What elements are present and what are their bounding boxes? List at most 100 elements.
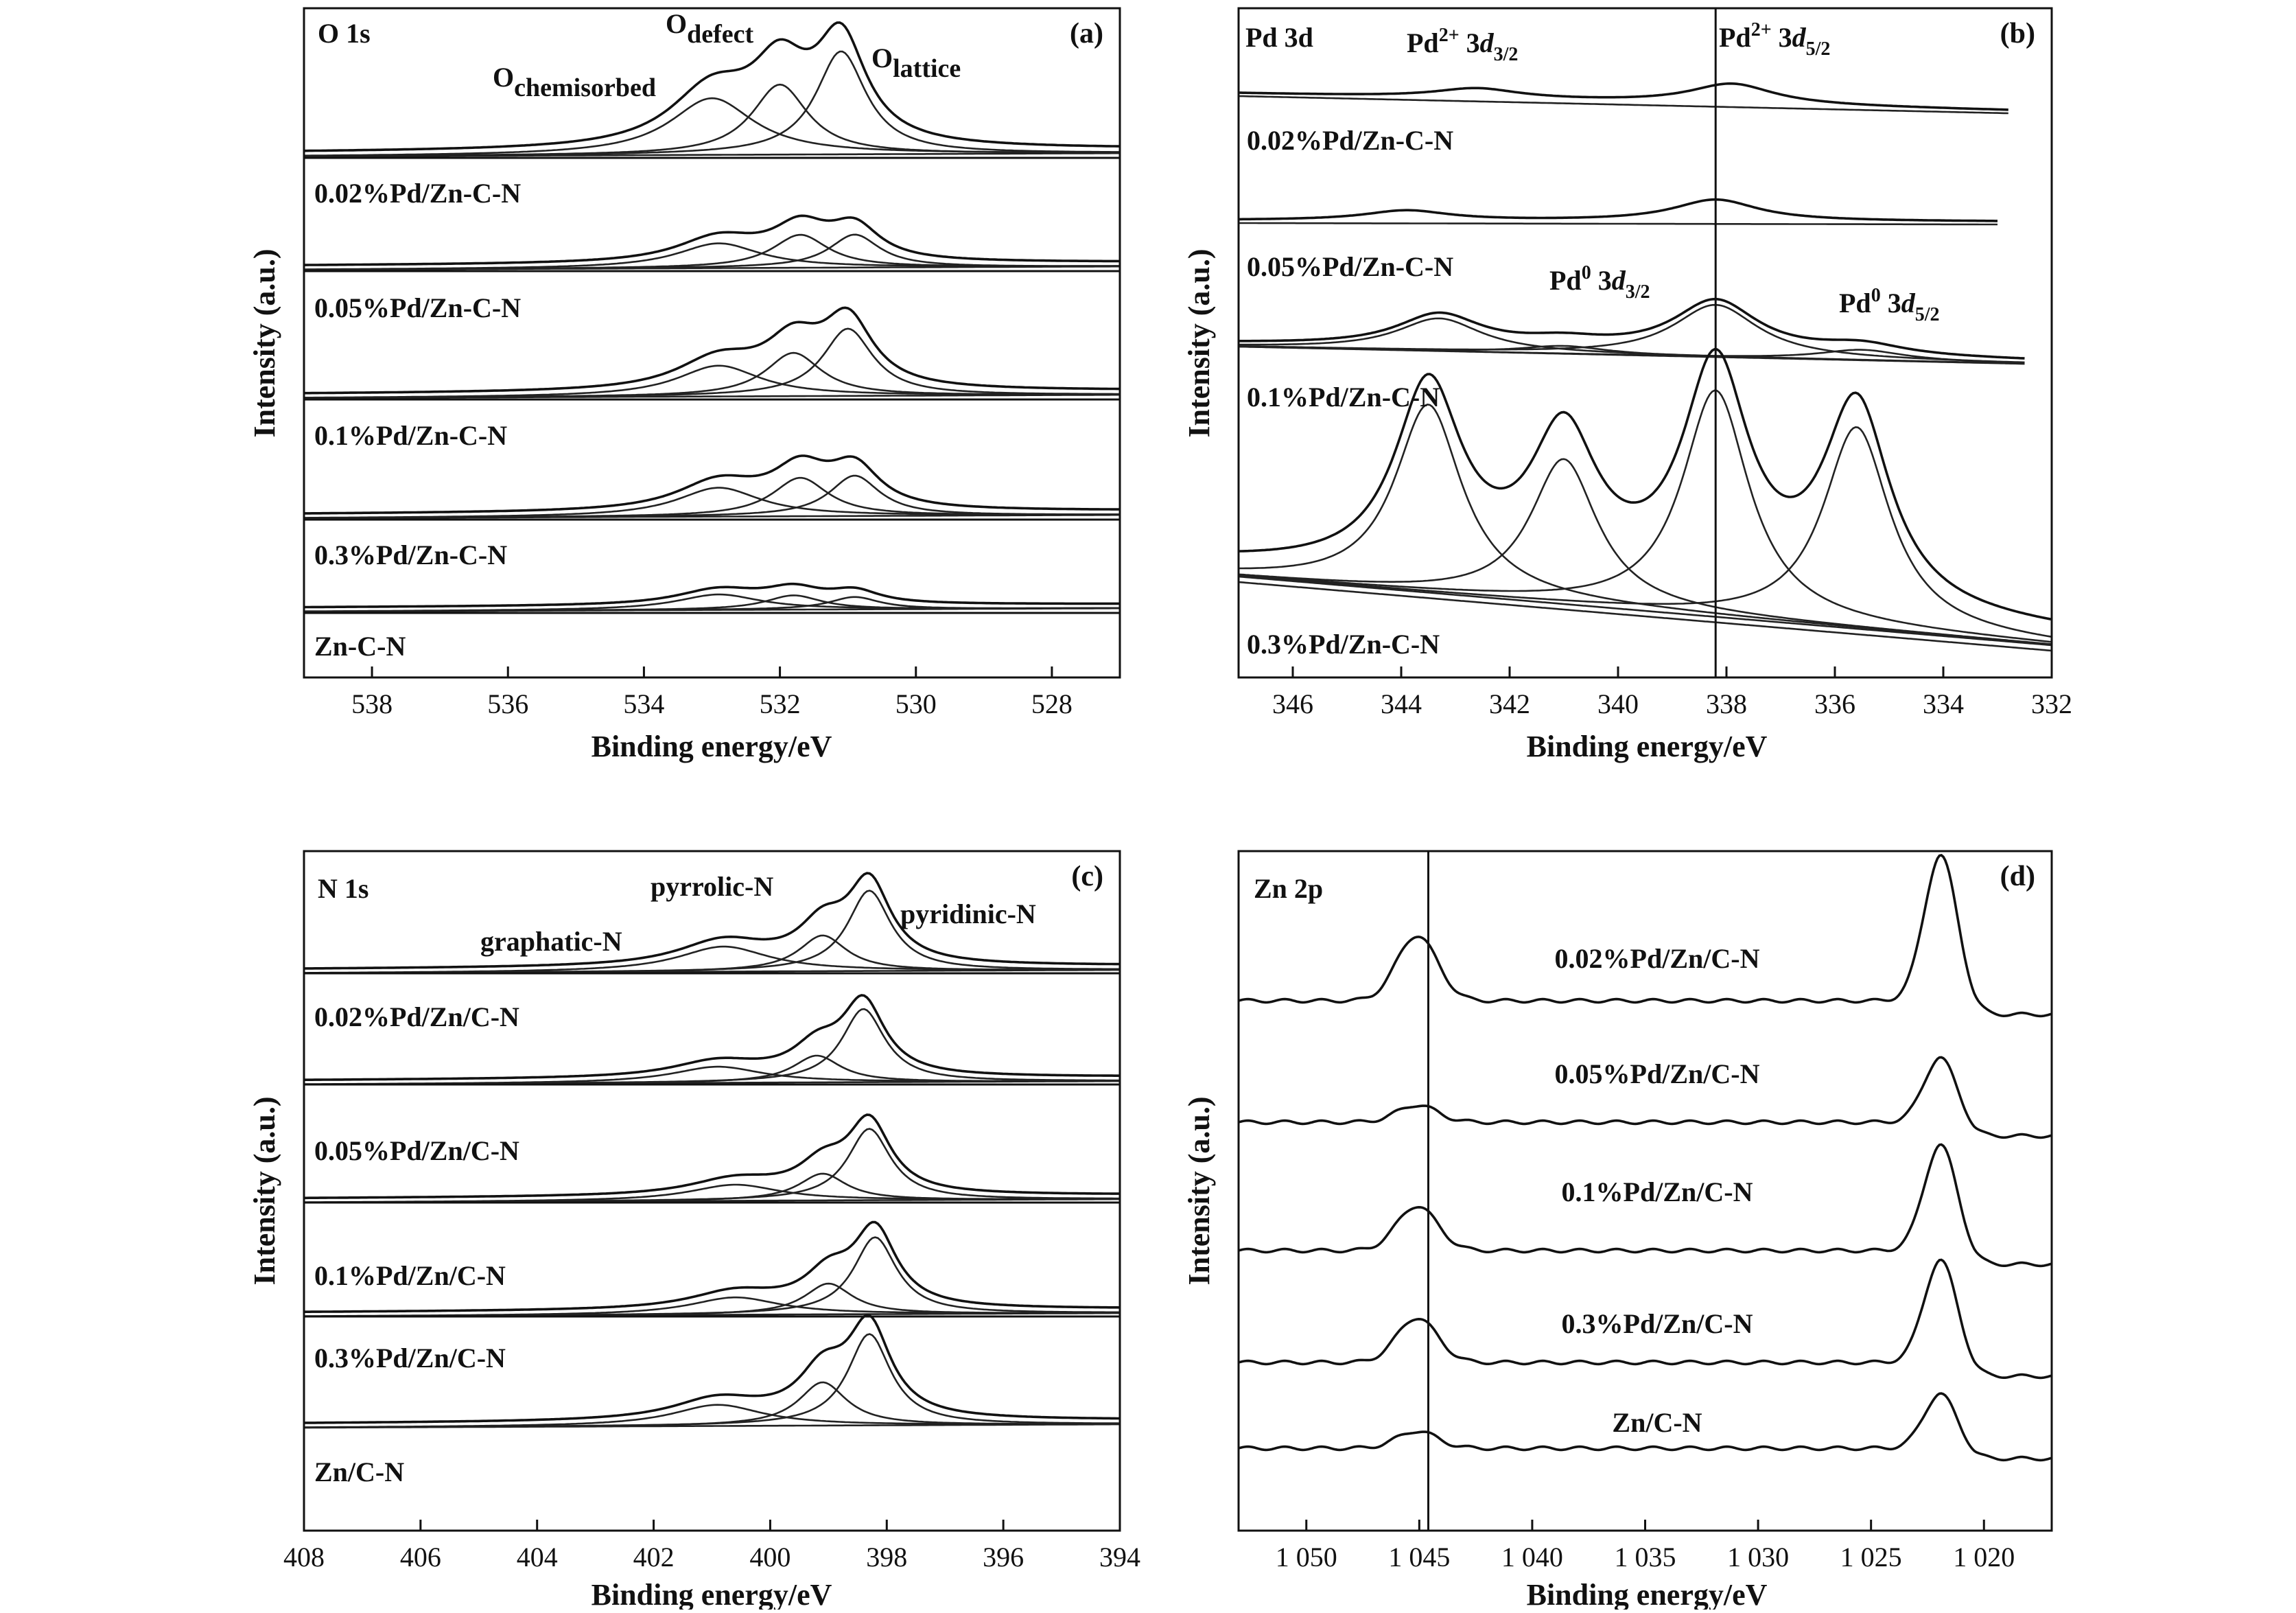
peak-label-pd0-3d52: Pd0 3d5/2 — [1839, 285, 1939, 325]
zn2p-spectrum — [1238, 1392, 2052, 1462]
panel-c-x-tick-label: 396 — [983, 1542, 1024, 1573]
zn2p-spectrum — [1238, 1258, 2052, 1380]
panel-b-x-tick-label: 342 — [1489, 688, 1530, 719]
n1s-spectrum-envelope — [304, 1220, 1121, 1313]
peak-label-pyridinic-n: pyridinic-N — [900, 898, 1036, 929]
panel-c-x-tick-label: 402 — [633, 1542, 675, 1573]
panel-c-label: N 1s — [318, 873, 368, 904]
panel-b-series-label-3: 0.1%Pd/Zn-C-N — [1247, 382, 1440, 413]
panel-a-label: O 1s — [318, 18, 371, 49]
n1s-spectrum-envelope — [303, 1314, 1120, 1424]
pd3d-fit-peak-4 — [1238, 426, 2052, 638]
panel-b-x-ticks: 346 344 342 340 338 336 334 332 — [1272, 666, 2072, 719]
peak-label-odefect: Odefect — [666, 8, 754, 49]
zn2p-spectrum — [1238, 1056, 2052, 1139]
panel-d-curves — [1238, 851, 2052, 1531]
panel-a-x-axis-label: Binding energy/eV — [591, 730, 832, 763]
panel-d-label: Zn 2p — [1254, 873, 1323, 904]
peak-label-olattice: Olattice — [871, 43, 961, 83]
panel-a: 538 536 534 532 530 528 O 1s (a) Ochemisorbed… — [248, 7, 1121, 763]
panel-c-x-tick-label: 400 — [749, 1542, 790, 1573]
o1s-spectrum-fit-peak-3 — [304, 474, 1120, 520]
panel-d-x-tick-label: 1 050 — [1276, 1542, 1337, 1573]
panel-a-series-label-5: Zn-C-N — [314, 631, 406, 662]
panel-a-x-tick-label: 534 — [623, 688, 664, 719]
panel-d-series-label-2: 0.05%Pd/Zn/C-N — [1555, 1058, 1760, 1089]
panel-c-x-tick-label: 406 — [400, 1542, 441, 1573]
panel-d-series-label-4: 0.3%Pd/Zn/C-N — [1562, 1308, 1753, 1339]
panel-b-series-label-2: 0.05%Pd/Zn-C-N — [1247, 251, 1453, 282]
peak-label-ochemisorbed: Ochemisorbed — [493, 62, 656, 102]
pd3d-fit-peak-4 — [1238, 345, 2025, 364]
zn2p-spectrum — [1238, 854, 2052, 1018]
o1s-spectrum-envelope — [304, 306, 1120, 395]
panel-a-x-tick-label: 528 — [1031, 688, 1073, 719]
panel-b-x-tick-label: 344 — [1381, 688, 1422, 719]
panel-c-x-ticks: 408 406 404 402 400 398 396 394 — [283, 1520, 1140, 1573]
panel-a-x-tick-label: 538 — [351, 688, 393, 719]
panel-a-series-label-1: 0.02%Pd/Zn-C-N — [314, 178, 521, 209]
panel-c-tag: (c) — [1071, 861, 1103, 892]
panel-b-x-tick-label: 334 — [1923, 688, 1964, 719]
panel-b-x-tick-label: 340 — [1597, 688, 1639, 719]
panel-c-series-label-5: Zn/C-N — [314, 1457, 404, 1487]
pd3d-envelope — [1238, 82, 2008, 111]
n1s-spectrum-envelope — [304, 994, 1120, 1081]
pd3d-background — [1239, 222, 1998, 226]
n1s-spectrum-fit-peak-3 — [304, 1333, 1121, 1428]
pd3d-envelope — [1239, 297, 2025, 360]
panel-d-x-axis-label: Binding energy/eV — [1527, 1578, 1768, 1610]
panel-d-x-tick-label: 1 025 — [1840, 1542, 1902, 1573]
o1s-spectrum-envelope — [304, 454, 1120, 515]
o1s-spectrum-fit-peak-2 — [304, 83, 1120, 157]
o1s-spectrum-fit-peak-3 — [304, 596, 1120, 613]
panel-c-series-label-4: 0.3%Pd/Zn/C-N — [314, 1343, 506, 1373]
panel-c-x-tick-label: 408 — [283, 1542, 325, 1573]
n1s-spectrum-envelope — [304, 1113, 1120, 1200]
panel-d-series-label-3: 0.1%Pd/Zn/C-N — [1562, 1176, 1753, 1207]
panel-b-x-tick-label: 338 — [1706, 688, 1747, 719]
panel-c-x-tick-label: 394 — [1099, 1542, 1140, 1573]
panel-d: 1 050 1 045 1 040 1 035 1 030 1 025 1 020 Zn 2… — [1182, 850, 2053, 1612]
panel-d-x-tick-label: 1 045 — [1388, 1542, 1450, 1573]
panel-d-x-ticks: 1 050 1 045 1 040 1 035 1 030 1 025 1 020 — [1276, 1520, 2015, 1573]
n1s-spectrum-envelope — [303, 872, 1120, 970]
panel-a-frame — [303, 7, 1121, 679]
panel-b-y-axis-label: Intensity (a.u.) — [1182, 248, 1216, 437]
peak-label-pd2-3d32: Pd2+ 3d3/2 — [1407, 25, 1518, 65]
panel-c-x-axis-label: Binding energy/eV — [591, 1578, 832, 1610]
panel-c-y-axis-label: Intensity (a.u.) — [248, 1096, 281, 1285]
panel-d-series-label-1: 0.02%Pd/Zn/C-N — [1555, 943, 1760, 974]
panel-b-x-tick-label: 336 — [1814, 688, 1855, 719]
zn2p-spectrum — [1238, 1143, 2052, 1268]
panel-d-series-label-5: Zn/C-N — [1612, 1407, 1702, 1438]
pd3d-fit-peak-3 — [1238, 458, 2052, 645]
panel-a-y-axis-label: Intensity (a.u.) — [248, 248, 281, 437]
o1s-spectrum-fit-peak-3 — [304, 50, 1120, 157]
panel-b: 346 344 342 340 338 336 334 332 Pd 3d (b) Pd2+ … — [1182, 7, 2072, 763]
o1s-spectrum-envelope — [304, 582, 1120, 609]
panel-d-y-axis-label: Intensity (a.u.) — [1182, 1096, 1216, 1285]
panel-a-x-tick-label: 536 — [487, 688, 528, 719]
panel-c-series-label-2: 0.05%Pd/Zn/C-N — [314, 1135, 519, 1166]
pd3d-envelope — [1238, 347, 2052, 621]
panel-d-x-tick-label: 1 035 — [1615, 1542, 1676, 1573]
panel-c: 408 406 404 402 400 398 396 394 N 1s (c) grapha… — [248, 850, 1140, 1612]
pd3d-fit-peak-2 — [1238, 389, 2052, 643]
panel-a-series-label-2: 0.05%Pd/Zn-C-N — [314, 292, 521, 323]
panel-d-x-tick-label: 1 040 — [1501, 1542, 1563, 1573]
panel-d-x-tick-label: 1 030 — [1727, 1542, 1789, 1573]
pd3d-background — [1238, 575, 2052, 647]
panel-a-curves — [303, 21, 1121, 613]
panel-b-x-tick-label: 332 — [2031, 688, 2072, 719]
panel-a-series-label-4: 0.3%Pd/Zn-C-N — [314, 539, 507, 570]
peak-label-graphatic-n: graphatic-N — [480, 926, 622, 957]
panel-c-series-label-1: 0.02%Pd/Zn/C-N — [314, 1001, 519, 1032]
panel-b-tag: (b) — [2000, 18, 2035, 49]
panel-a-tag: (a) — [1070, 18, 1103, 49]
o1s-spectrum-fit-peak-3 — [304, 327, 1120, 399]
panel-b-series-label-4: 0.3%Pd/Zn-C-N — [1247, 629, 1440, 660]
peak-label-pd2-3d52: Pd2+ 3d5/2 — [1719, 19, 1830, 60]
